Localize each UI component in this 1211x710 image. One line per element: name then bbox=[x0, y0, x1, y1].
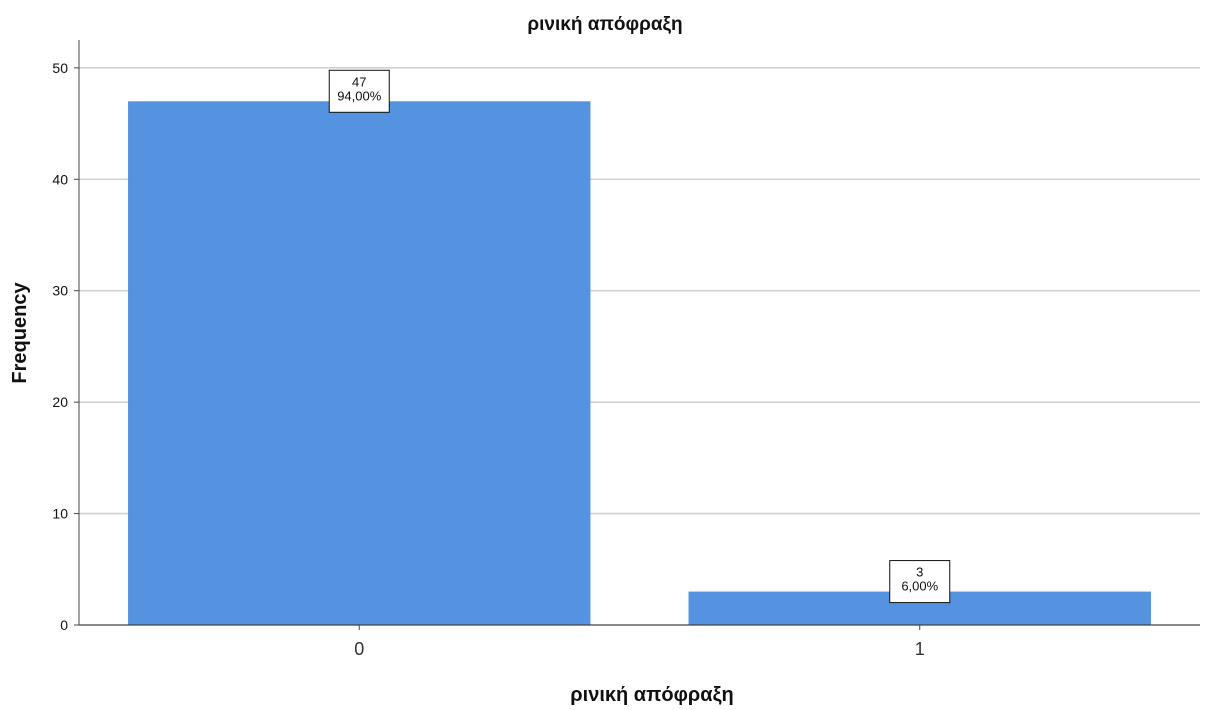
data-label-percent: 94,00% bbox=[337, 88, 382, 103]
data-label-box bbox=[889, 560, 951, 604]
y-tick-label: 30 bbox=[52, 283, 68, 299]
y-ticks: 0 10 20 30 40 50 bbox=[52, 60, 79, 633]
y-axis-title: Frequency bbox=[9, 282, 31, 384]
y-tick-label: 40 bbox=[52, 171, 68, 187]
data-label-percent: 6,00% bbox=[901, 579, 938, 594]
y-tick-label: 20 bbox=[52, 394, 68, 410]
x-axis-title: ρινική απόφραξη bbox=[570, 684, 733, 706]
axes bbox=[78, 40, 1200, 626]
y-tick-label: 50 bbox=[52, 60, 68, 76]
data-label-count: 3 bbox=[916, 565, 923, 580]
data-label-box bbox=[328, 69, 390, 113]
bars bbox=[128, 101, 1151, 626]
y-tick-label: 0 bbox=[60, 617, 68, 633]
y-tick-label: 10 bbox=[52, 506, 68, 522]
x-tick-label: 0 bbox=[354, 639, 364, 659]
data-label-count: 47 bbox=[352, 74, 366, 89]
x-tick-label: 1 bbox=[915, 639, 925, 659]
bar bbox=[128, 101, 591, 626]
chart-title: ρινική απόφραξη bbox=[527, 14, 682, 35]
